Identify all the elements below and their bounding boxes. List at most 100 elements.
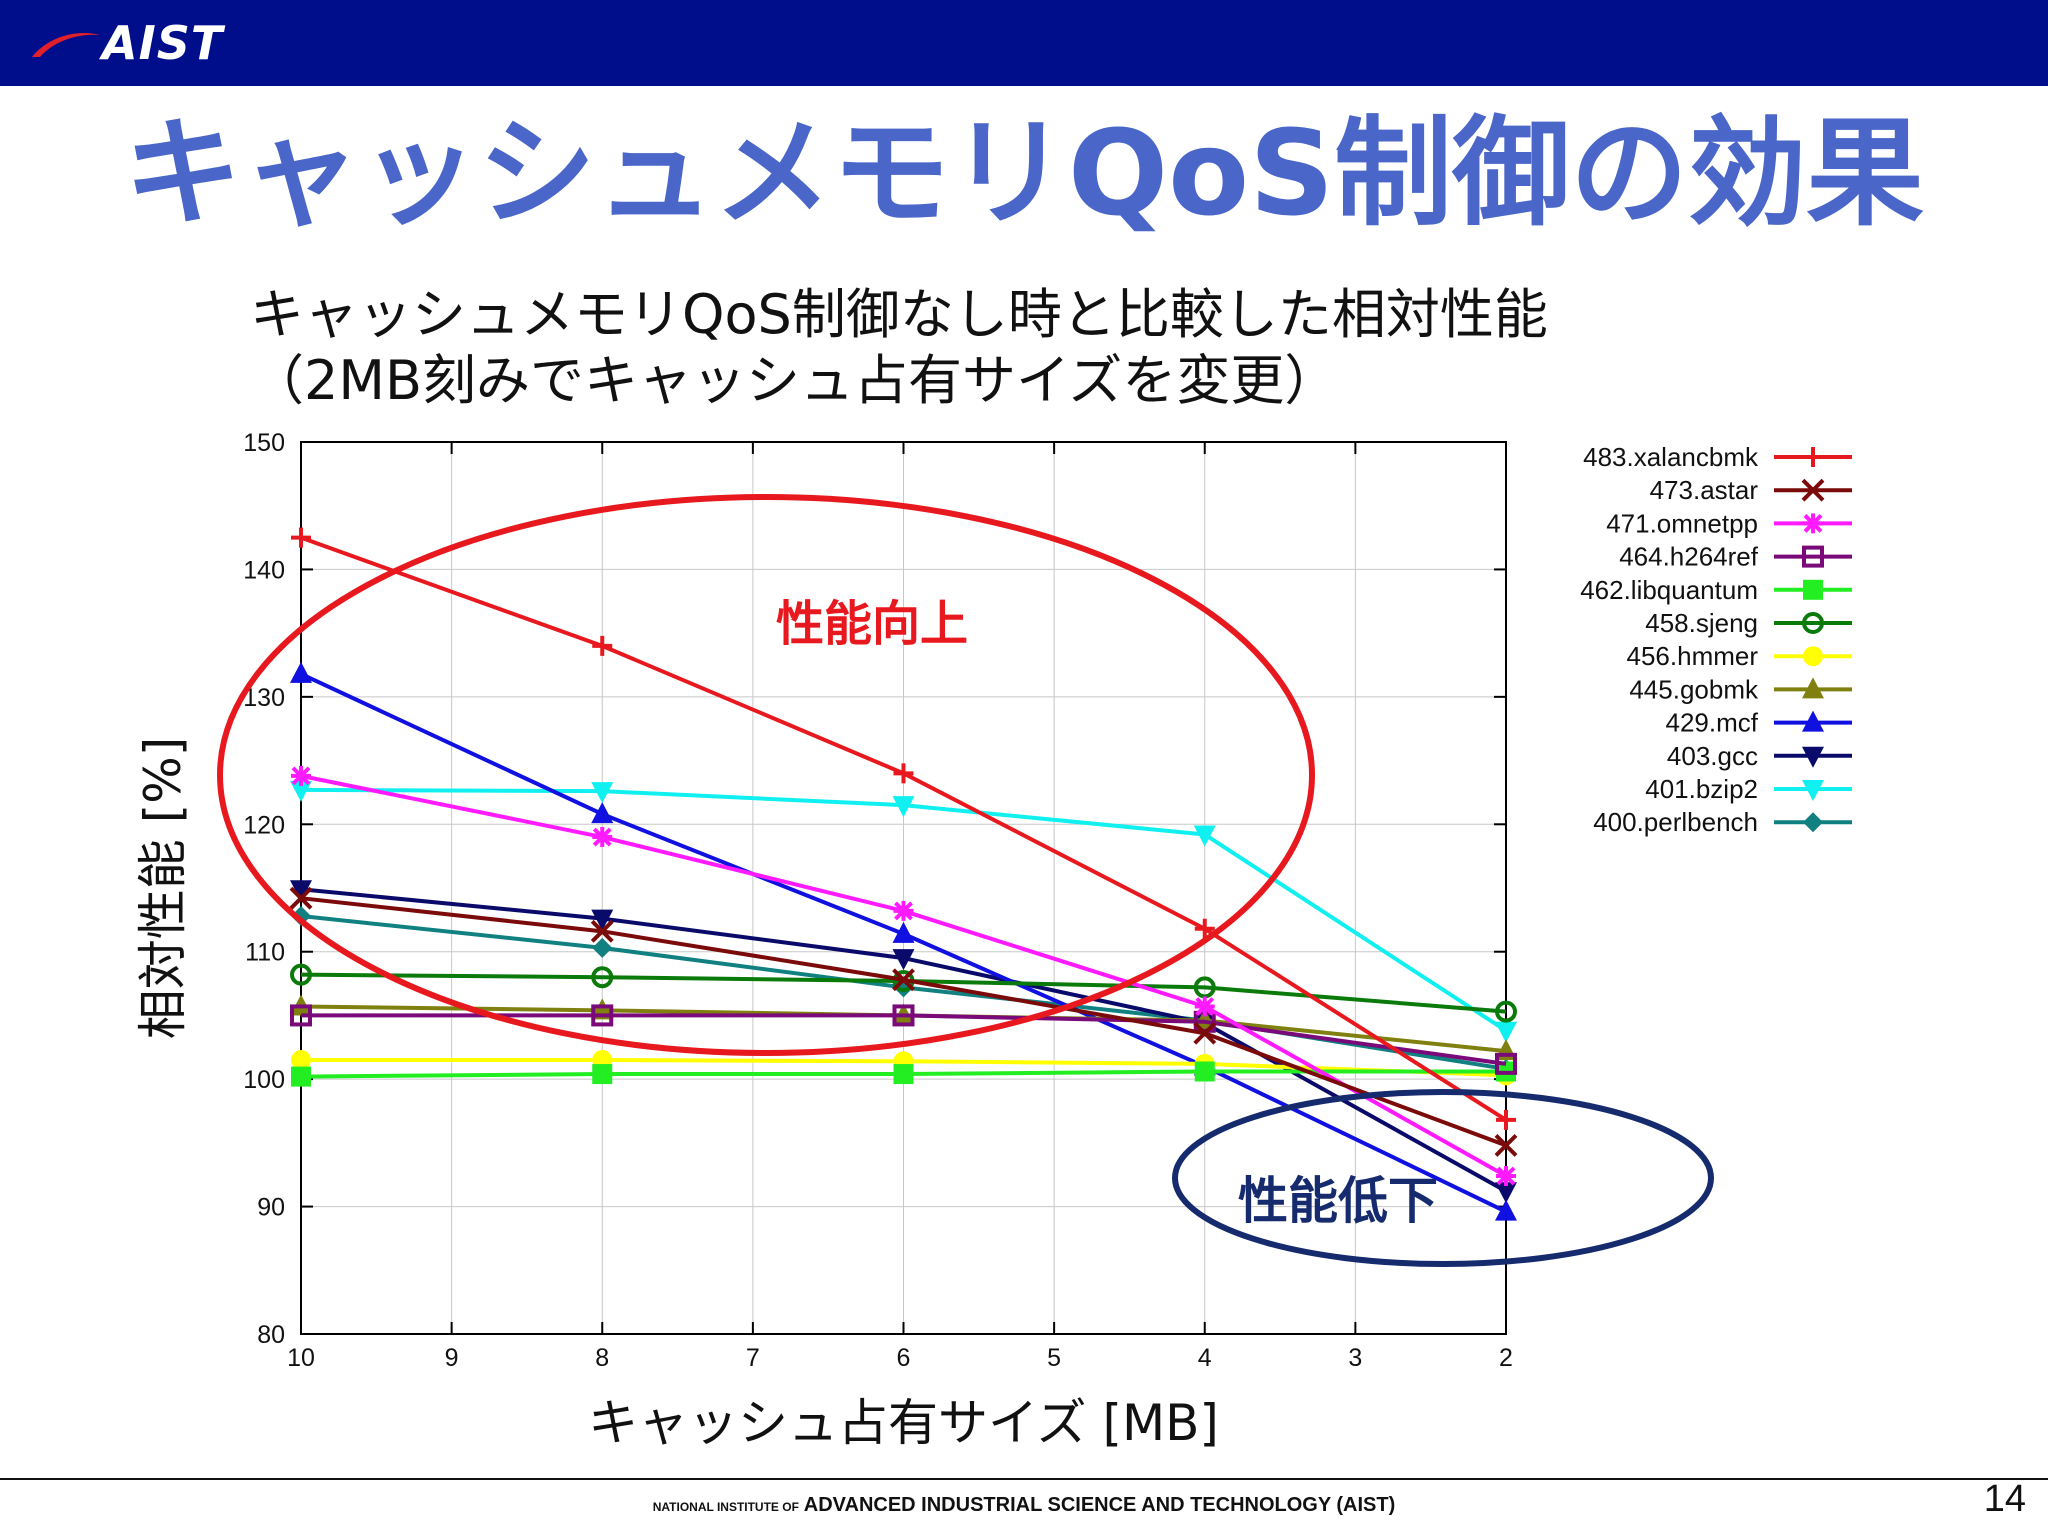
data-point [592,827,613,848]
data-point [592,1064,613,1085]
x-tick-label: 3 [1348,1344,1362,1372]
footer: NATIONAL INSTITUTE OF ADVANCED INDUSTRIA… [0,1494,2048,1517]
data-point [892,949,915,971]
data-point [1494,1133,1518,1157]
data-point [291,765,311,786]
data-point [290,1004,312,1027]
data-point [1495,1199,1517,1221]
data-point [591,1004,614,1027]
data-point [1495,1052,1517,1075]
x-tick-label: 7 [746,1344,760,1372]
footer-institute-name: ADVANCED INDUSTRIAL SCIENCE AND TECHNOLO… [803,1494,1396,1516]
legend-label: 458.sjeng [1645,608,1758,638]
x-tick-label: 6 [897,1344,911,1372]
x-tick-label: 10 [287,1344,315,1372]
y-tick-label: 110 [245,939,285,967]
legend-label: 401.bzip2 [1645,774,1758,804]
y-tick-label: 150 [243,429,285,457]
logo-swoosh-icon [32,33,100,57]
data-point [1496,1165,1516,1186]
x-tick-label: 9 [445,1344,459,1372]
data-point [1495,1182,1517,1204]
data-point [591,966,614,989]
data-point [1194,1061,1215,1082]
data-point [1194,918,1215,939]
legend-marker [1802,780,1824,801]
footer-prefix: NATIONAL INSTITUTE OF [652,1500,799,1514]
legend-marker [1802,746,1824,768]
legend-marker [1802,677,1824,699]
legend-label: 462.libquantum [1580,575,1758,605]
data-point [290,880,312,902]
data-point [290,661,312,683]
legend-marker [1801,478,1825,502]
data-point [591,802,614,824]
improvement-label: 性能向上 [776,596,968,652]
data-point [1193,976,1216,999]
legend-label: 456.hmmer [1627,641,1759,671]
data-point [1193,1021,1217,1045]
legend-marker [1802,612,1824,634]
series-401.bzip2 [290,780,1517,1043]
degradation-ellipse [1172,1089,1714,1267]
header-bar: AIST [0,0,2048,86]
legend-label: 473.astar [1650,475,1759,505]
x-tick-label: 8 [595,1344,609,1372]
subtitle-line-1: キャッシュメモリQoS制御なし時と比較した相対性能 [250,283,1548,346]
y-axis-title: 相対性能 [%] [134,737,192,1039]
logo-text: AIST [102,16,224,70]
data-point [591,782,614,804]
legend-label: 483.xalancbmk [1583,442,1759,472]
x-tick-label: 5 [1047,1344,1061,1372]
x-tick-label: 2 [1499,1344,1513,1372]
legend-label: 471.omnetpp [1606,508,1758,538]
data-point [590,919,614,943]
data-point [1193,825,1216,847]
data-point [892,921,915,943]
data-point [291,527,311,548]
data-point [290,780,312,802]
data-point [289,886,313,910]
legend-label: 464.h264ref [1619,542,1759,572]
slide-title: キャッシュメモリQoS制御の効果 [123,104,1925,242]
legend-label: 403.gcc [1667,741,1758,771]
legend-marker [1803,447,1823,467]
series-473.astar [289,886,1518,1157]
data-point [893,1064,914,1085]
legend-label: 445.gobmk [1629,674,1759,704]
data-point [892,1004,915,1027]
y-tick-label: 120 [243,811,285,839]
data-point [291,1066,311,1087]
data-point [592,937,613,958]
y-tick-label: 100 [243,1066,285,1094]
x-axis-title: キャッシュ占有サイズ [MB] [588,1394,1219,1452]
y-tick-label: 140 [243,556,285,584]
legend-marker [1803,646,1823,667]
improvement-ellipse [217,494,1315,1056]
data-point [1496,1109,1516,1130]
data-point [291,1050,311,1071]
footer-divider [0,1478,2048,1480]
aist-logo: AIST [30,10,223,76]
data-point [1495,1000,1517,1023]
data-point [591,909,614,931]
data-point [893,900,914,921]
page-number: 14 [1983,1478,2026,1520]
legend-marker [1803,513,1823,534]
legend-label: 400.perlbench [1593,807,1758,837]
subtitle-line-2: （2MB刻みでキャッシュ占有サイズを変更） [250,349,1339,412]
x-tick-label: 4 [1198,1344,1212,1372]
data-point [290,963,312,986]
slide-subtitle: キャッシュメモリQoS制御なし時と比較した相対性能 （2MB刻みでキャッシュ占有… [250,282,1548,414]
data-point [592,635,613,656]
legend-marker [1803,812,1823,833]
series-483.xalancbmk [291,527,1516,1130]
series-471.omnetpp [291,765,1516,1186]
y-tick-label: 90 [257,1194,285,1222]
data-point [893,763,914,784]
degradation-label: 性能低下 [1238,1172,1438,1230]
legend-marker [1802,710,1824,732]
legend-label: 429.mcf [1666,708,1759,738]
